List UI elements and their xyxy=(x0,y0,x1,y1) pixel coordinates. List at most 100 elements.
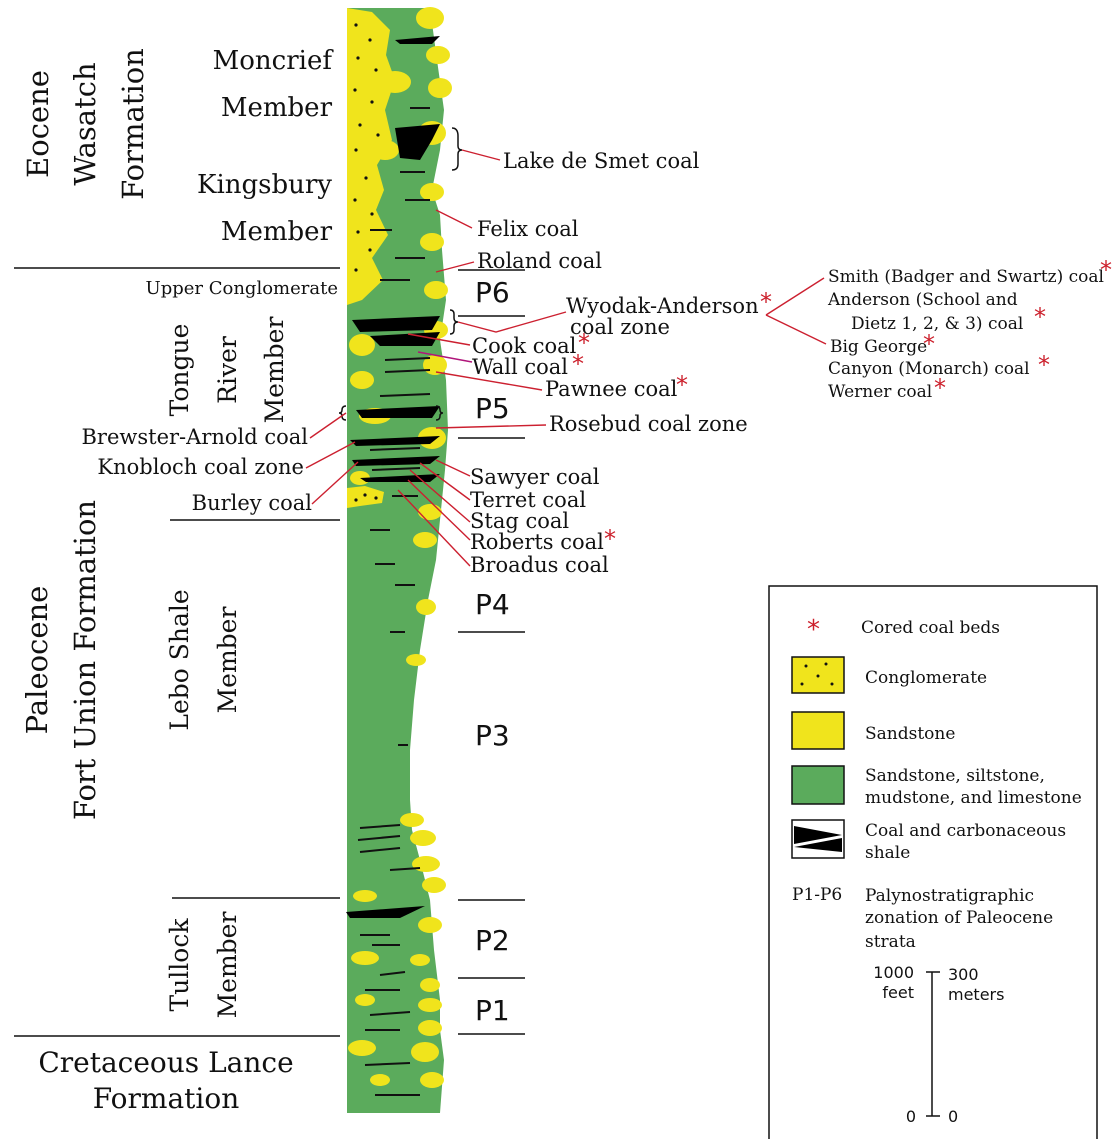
leader-lines xyxy=(305,149,827,567)
wall-label: Wall coal xyxy=(472,355,568,379)
zone-p2: P2 xyxy=(475,924,510,957)
canyon-asterisk: * xyxy=(1038,351,1050,379)
boundary-lines xyxy=(14,267,525,1037)
roland-label: Roland coal xyxy=(477,249,602,273)
member-labels: Moncrief Member Kingsbury Member Upper C… xyxy=(146,46,338,1018)
brewster-arnold-label: Brewster-Arnold coal xyxy=(82,425,309,449)
wyodak-label: Wyodak-Anderson xyxy=(566,294,759,318)
legend-conglomerate-dots xyxy=(800,662,834,686)
leader-pawnee xyxy=(435,371,543,391)
leader-roland xyxy=(435,261,475,273)
wyodak-bracket xyxy=(449,309,459,335)
palyno-zone-labels: P6 P5 P4 P3 P2 P1 xyxy=(475,276,510,1027)
tullock-member-label: Member xyxy=(213,912,242,1019)
legend-coal-pattern xyxy=(794,826,842,852)
cored-asterisks: * * * * * * * * * * xyxy=(572,256,1112,553)
coal-beds xyxy=(346,36,440,918)
eocene-label: Eocene xyxy=(21,70,55,178)
smith-asterisk: * xyxy=(1100,256,1112,284)
zone-p5: P5 xyxy=(475,392,510,425)
wall-asterisk: * xyxy=(572,350,584,378)
scale-m-top: 300 xyxy=(948,965,979,984)
conglomerate-dots xyxy=(353,23,380,502)
kingsbury-label: Kingsbury xyxy=(197,170,332,200)
legend-coal-label-1: Coal and carbonaceous xyxy=(865,821,1066,841)
lake-de-smet-bracket xyxy=(451,127,463,171)
legend-p-desc-3: strata xyxy=(865,932,916,952)
legend-sandstone-label: Sandstone xyxy=(865,724,955,744)
leader-wyodak-to-smith xyxy=(765,277,825,316)
legend-asterisk-icon: * xyxy=(807,615,820,645)
legend-conglomerate-label: Conglomerate xyxy=(865,668,987,688)
rosebud-bracket-left xyxy=(338,405,347,421)
leader-rosebud xyxy=(435,424,547,429)
right-coal-labels: Lake de Smet coal Felix coal Roland coal… xyxy=(470,149,759,577)
lebo-shale-label: Lebo Shale xyxy=(165,589,194,730)
smith-label: Smith (Badger and Swartz) coal xyxy=(828,267,1104,287)
scale-m-unit: meters xyxy=(948,985,1004,1004)
legend-p-desc-2: zonation of Paleocene xyxy=(865,908,1053,928)
upper-conglomerate-label: Upper Conglomerate xyxy=(146,278,338,299)
burley-label: Burley coal xyxy=(192,491,313,515)
leader-burley xyxy=(311,461,359,505)
zone-p1: P1 xyxy=(475,994,510,1027)
leader-wyodak-to-big-george xyxy=(765,314,827,345)
leader-stag xyxy=(409,469,471,523)
tongue-river-member-label: Member xyxy=(260,317,289,424)
scale-ft-unit: feet xyxy=(882,983,914,1002)
cook-label: Cook coal xyxy=(472,334,577,358)
legend-mixed-label-1: Sandstone, siltstone, xyxy=(865,766,1045,786)
leader-roberts xyxy=(407,479,471,541)
pawnee-label: Pawnee coal xyxy=(545,377,678,401)
scale-m-zero: 0 xyxy=(948,1107,958,1126)
felix-label: Felix coal xyxy=(477,217,579,241)
leader-cook xyxy=(407,333,471,346)
tongue-label: Tongue xyxy=(165,324,194,417)
roberts-asterisk: * xyxy=(604,525,616,553)
paleocene-label: Paleocene xyxy=(20,586,54,735)
kingsbury-member-label: Member xyxy=(221,217,333,247)
legend-p-desc-1: Palynostratigraphic xyxy=(865,886,1034,906)
moncrief-label: Moncrief xyxy=(213,46,335,76)
scale-ft-top: 1000 xyxy=(873,963,914,982)
wyodak-subbeds: Smith (Badger and Swartz) coal Anderson … xyxy=(827,267,1104,402)
legend: * Cored coal beds Conglomerate Sandstone… xyxy=(768,585,1098,1139)
wasatch-label: Wasatch xyxy=(68,62,102,185)
stag-label: Stag coal xyxy=(470,509,569,533)
lance-formation-label: Formation xyxy=(93,1082,239,1115)
canyon-label: Canyon (Monarch) coal xyxy=(828,359,1030,379)
scale-bar xyxy=(926,971,940,1117)
werner-asterisk: * xyxy=(934,374,946,402)
legend-sandstone-swatch xyxy=(791,711,845,750)
anderson-asterisk: * xyxy=(1034,303,1046,331)
cretaceous-labels: Cretaceous Lance Formation xyxy=(38,1046,293,1115)
zone-p6: P6 xyxy=(475,276,510,309)
moncrief-member-label: Member xyxy=(221,93,333,123)
leader-brewster xyxy=(309,412,347,439)
zone-p4: P4 xyxy=(475,588,510,621)
pawnee-asterisk: * xyxy=(676,371,688,399)
anderson-label-2: Dietz 1, 2, & 3) coal xyxy=(851,314,1023,334)
wyodak-zone-label: coal zone xyxy=(570,315,670,339)
tullock-label: Tullock xyxy=(165,918,194,1012)
anderson-label-1: Anderson (School and xyxy=(827,290,1018,310)
zone-p3: P3 xyxy=(475,719,510,752)
roberts-label: Roberts coal xyxy=(470,530,604,554)
big-george-asterisk: * xyxy=(923,330,935,358)
leader-sawyer xyxy=(435,459,471,477)
leader-terret xyxy=(419,462,471,501)
conglomerate-lower xyxy=(347,486,384,508)
rosebud-label: Rosebud coal zone xyxy=(549,412,748,436)
legend-mixed-swatch xyxy=(791,765,845,805)
cook-asterisk: * xyxy=(578,329,590,357)
leader-broadus xyxy=(397,489,471,567)
wyodak-asterisk: * xyxy=(760,288,772,316)
left-unit-labels: Eocene Wasatch Formation Paleocene Fort … xyxy=(20,48,150,820)
terret-label: Terret coal xyxy=(470,488,586,512)
leader-knobloch xyxy=(305,441,356,469)
lebo-member-label: Member xyxy=(213,607,242,714)
wasatch-formation-label: Formation xyxy=(116,48,150,200)
legend-p-key: P1-P6 xyxy=(792,885,842,905)
broadus-label: Broadus coal xyxy=(470,553,609,577)
